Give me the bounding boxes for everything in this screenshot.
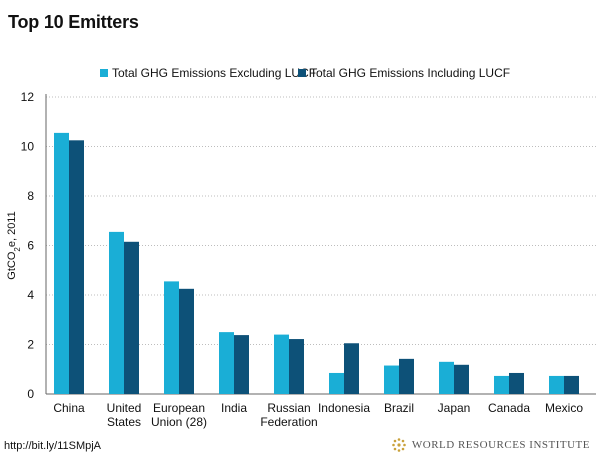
- x-category-label: Mexico: [545, 401, 583, 415]
- source-link[interactable]: http://bit.ly/11SMpjA: [4, 440, 102, 452]
- bar-excluding-lucf: [384, 365, 399, 394]
- legend-label-excluding: Total GHG Emissions Excluding LUCF: [112, 66, 317, 80]
- bar-including-lucf: [234, 335, 249, 394]
- x-category-label: Japan: [438, 401, 471, 415]
- bar-excluding-lucf: [54, 132, 69, 394]
- brand-name: WORLD RESOURCES INSTITUTE: [411, 439, 590, 451]
- x-category-label: Russian: [267, 401, 310, 415]
- wri-logo-icon: [392, 438, 406, 452]
- bar-excluding-lucf: [219, 332, 234, 394]
- bar-including-lucf: [344, 343, 359, 394]
- bar-excluding-lucf: [494, 375, 509, 394]
- bar-including-lucf: [454, 364, 469, 394]
- y-tick-label: 12: [21, 90, 35, 104]
- x-category-label: Canada: [488, 401, 530, 415]
- bar-excluding-lucf: [329, 372, 344, 394]
- bar-including-lucf: [564, 375, 579, 394]
- x-category-label: United: [107, 401, 142, 415]
- x-category-label: States: [107, 415, 141, 429]
- y-axis-label: GtCO2e, 2011: [6, 211, 22, 279]
- x-category-label: Union (28): [151, 415, 207, 429]
- page-title: Top 10 Emitters: [8, 12, 139, 32]
- bar-including-lucf: [69, 140, 84, 394]
- legend: Total GHG Emissions Excluding LUCF Total…: [0, 66, 600, 84]
- y-tick-label: 6: [27, 239, 34, 253]
- y-tick-label: 0: [27, 387, 34, 401]
- x-category-label: China: [53, 401, 85, 415]
- bar-including-lucf: [509, 372, 524, 394]
- y-tick-label: 2: [27, 338, 34, 352]
- bar-excluding-lucf: [274, 334, 289, 394]
- bar-including-lucf: [289, 339, 304, 394]
- bar-including-lucf: [179, 288, 194, 394]
- bar-including-lucf: [399, 358, 414, 394]
- bar-excluding-lucf: [109, 231, 124, 394]
- x-category-label: European: [153, 401, 205, 415]
- x-category-label: Indonesia: [318, 401, 370, 415]
- x-category-label: India: [221, 401, 247, 415]
- legend-swatch-including: [298, 69, 306, 77]
- bar-excluding-lucf: [549, 375, 564, 394]
- bar-including-lucf: [124, 241, 139, 394]
- x-category-label: Federation: [260, 415, 317, 429]
- legend-item-including: Total GHG Emissions Including LUCF: [298, 66, 510, 80]
- bar-excluding-lucf: [164, 281, 179, 394]
- legend-item-excluding: Total GHG Emissions Excluding LUCF: [100, 66, 316, 80]
- bar-excluding-lucf: [439, 361, 454, 394]
- legend-label-including: Total GHG Emissions Including LUCF: [310, 66, 511, 80]
- x-category-label: Brazil: [384, 401, 414, 415]
- brand-logo: WORLD RESOURCES INSTITUTE: [392, 438, 590, 452]
- legend-swatch-excluding: [100, 69, 108, 77]
- y-tick-label: 4: [27, 288, 34, 302]
- y-tick-label: 8: [27, 189, 34, 203]
- y-tick-label: 10: [21, 140, 35, 154]
